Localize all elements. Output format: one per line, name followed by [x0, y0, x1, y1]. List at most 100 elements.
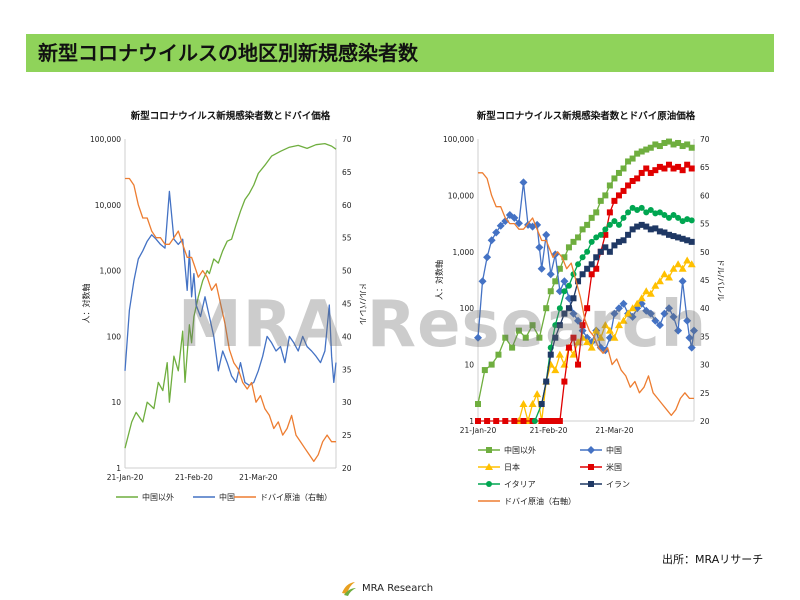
right-series-point-4	[620, 214, 627, 221]
right-series-point-1	[535, 243, 544, 252]
right-series-point-3	[679, 167, 686, 174]
right-series-point-4	[661, 211, 668, 218]
brand-logo: MRA Research	[340, 578, 433, 598]
right-series-point-2	[596, 333, 605, 341]
right-series-point-3	[665, 161, 672, 168]
right-series-point-0	[688, 144, 695, 151]
right-series-point-5	[602, 244, 609, 251]
right-legend-marker	[486, 447, 492, 453]
left-y-tick-label: 10	[111, 398, 121, 407]
left-y-tick-label: 100,000	[90, 135, 121, 144]
right-series-point-0	[515, 327, 522, 334]
left-y2-tick-label: 55	[342, 234, 352, 243]
right-series-point-4	[611, 218, 618, 225]
right-series-point-1	[483, 253, 492, 262]
right-series-point-5	[638, 221, 645, 228]
brand-icon	[342, 582, 356, 596]
right-series-point-1	[619, 299, 628, 308]
right-series-point-5	[620, 237, 627, 244]
right-y-tick-label: 1,000	[453, 248, 475, 257]
right-series-point-2	[528, 400, 537, 408]
right-series-point-1	[487, 236, 496, 245]
left-y-tick-label: 10,000	[95, 201, 121, 210]
right-series-point-5	[647, 226, 654, 233]
right-legend-label: 日本	[504, 462, 520, 472]
right-series-line-6	[478, 172, 694, 417]
right-series-point-3	[647, 169, 654, 176]
right-series-point-4	[656, 209, 663, 216]
right-legend-marker	[588, 464, 594, 470]
right-series-point-1	[614, 304, 623, 313]
right-series-point-4	[579, 254, 586, 261]
right-series-point-2	[678, 264, 687, 272]
right-series-point-0	[584, 221, 591, 228]
right-series-point-0	[606, 182, 613, 189]
right-series-point-5	[643, 223, 650, 230]
left-y2-tick-label: 70	[342, 135, 352, 144]
right-legend-marker	[588, 481, 594, 487]
right-legend-marker	[485, 463, 493, 470]
right-series-point-5	[584, 265, 591, 272]
right-series-point-0	[665, 138, 672, 145]
right-series-point-1	[655, 321, 664, 330]
right-series-point-2	[583, 338, 592, 346]
right-series-point-3	[502, 418, 509, 424]
right-series-point-4	[531, 418, 538, 424]
right-series-point-2	[628, 304, 637, 312]
left-series-line-2	[125, 177, 336, 463]
left-series-line-1	[124, 190, 337, 387]
right-series-point-1	[569, 309, 578, 318]
right-series-point-3	[543, 418, 550, 424]
right-series-point-3	[615, 192, 622, 199]
right-series-point-3	[629, 178, 636, 185]
right-series-point-2	[651, 281, 660, 289]
right-series-point-5	[652, 225, 659, 232]
right-series-point-1	[492, 228, 501, 237]
right-series-point-4	[647, 207, 654, 214]
right-y2-tick-label: 45	[700, 276, 710, 285]
right-series-point-2	[669, 264, 678, 272]
right-series-point-4	[643, 209, 650, 216]
left-legend-label: 中国以外	[142, 492, 174, 502]
right-series-point-0	[625, 158, 632, 165]
right-series-point-0	[481, 367, 488, 374]
right-series-point-1	[514, 219, 523, 228]
brand-text: MRA Research	[362, 582, 434, 594]
left-y2-axis-title: ドル/バレル	[358, 282, 367, 325]
right-series-point-3	[493, 418, 500, 424]
right-series-point-2	[624, 309, 633, 317]
right-legend-label: 米国	[606, 462, 622, 472]
right-series-point-5	[597, 248, 604, 255]
left-title: 新型コロナウイルス新規感染者数とドバイ価格	[131, 110, 331, 122]
right-series-point-2	[614, 321, 623, 329]
right-x-tick-label: 21-Jan-20	[460, 426, 497, 435]
right-series-point-4	[638, 204, 645, 211]
right-series-point-0	[570, 238, 577, 245]
left-x-tick-label: 21-Mar-20	[239, 473, 277, 482]
right-legend-marker	[486, 481, 492, 487]
right-series-point-1	[501, 217, 510, 226]
left-x-tick-label: 21-Feb-20	[175, 473, 213, 482]
right-series-point-0	[643, 146, 650, 153]
right-series-point-1	[610, 309, 619, 318]
right-series-point-4	[565, 282, 572, 289]
left-y-axis-title: 人：対数軸	[81, 284, 91, 324]
right-y2-tick-label: 40	[700, 304, 710, 313]
left-series-line-0	[124, 142, 337, 449]
right-y2-tick-label: 30	[700, 361, 710, 370]
right-series-point-1	[690, 326, 698, 335]
right-series-point-1	[478, 277, 487, 286]
right-series-point-5	[552, 334, 559, 341]
right-y2-tick-label: 35	[700, 332, 710, 341]
right-series-point-1	[674, 326, 683, 335]
right-series-point-4	[634, 207, 641, 214]
right-series-point-3	[538, 418, 545, 424]
right-series-point-0	[561, 254, 568, 261]
right-series-point-0	[647, 144, 654, 151]
right-y-tick-label: 10	[464, 361, 474, 370]
right-y-tick-label: 100	[460, 304, 475, 313]
right-series-point-0	[509, 344, 516, 351]
right-series-point-1	[474, 333, 482, 342]
right-series-point-2	[619, 316, 628, 324]
right-series-point-4	[675, 214, 682, 221]
